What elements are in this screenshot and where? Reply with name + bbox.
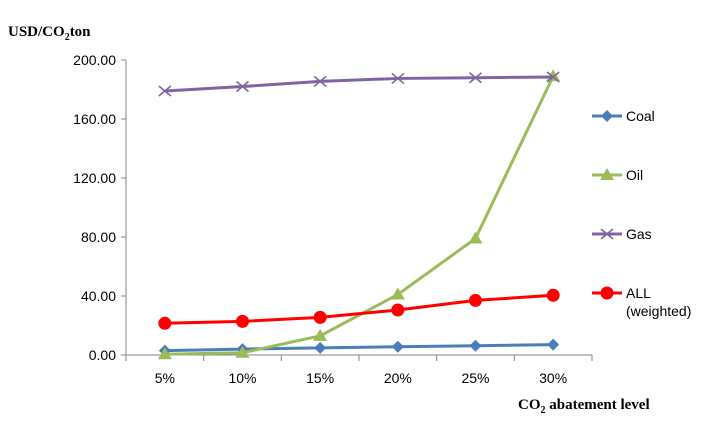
data-point-gas <box>313 75 327 88</box>
marker-stroke <box>313 75 327 88</box>
legend-swatch-marker <box>600 228 614 240</box>
y-tick-label: 80.00 <box>81 229 116 245</box>
data-point-all <box>469 293 482 307</box>
y-tick-label: 120.00 <box>73 170 116 186</box>
legend-swatch-marker <box>600 168 614 180</box>
data-point-gas <box>235 80 250 93</box>
series-oil <box>157 69 561 360</box>
legend-item-coal: Coal <box>592 108 655 124</box>
data-point-all <box>236 314 249 328</box>
series-line-coal <box>164 343 554 353</box>
data-point-oil <box>546 69 561 82</box>
series-line-gas <box>164 75 554 93</box>
series-all <box>158 288 560 330</box>
x-tick-label: 30% <box>539 370 567 386</box>
legend-item-oil: Oil <box>592 167 643 183</box>
data-point-oil <box>313 328 328 341</box>
data-point-gas <box>546 71 560 83</box>
legend: Coal Oil Gas ALL (weighted) <box>592 108 691 319</box>
data-point-gas <box>468 72 483 84</box>
data-point-oil <box>390 287 405 300</box>
y-tick-label: 40.00 <box>81 288 116 304</box>
legend-item-all: ALL (weighted) <box>592 285 691 319</box>
data-point-all <box>158 316 172 330</box>
data-point-coal <box>547 338 560 351</box>
y-tick-label: 0.00 <box>89 347 116 363</box>
x-tick-label: 10% <box>228 370 256 386</box>
y-tick-label: 200.00 <box>73 52 116 68</box>
data-point-all <box>546 288 560 302</box>
legend-swatch-marker <box>601 110 613 122</box>
x-tick-label: 5% <box>155 370 175 386</box>
data-point-all <box>391 303 405 317</box>
data-point-oil <box>157 347 172 360</box>
series-group <box>157 69 561 360</box>
y-axis-ticks: 0.00 40.00 80.00 120.00 160.00 200.00 <box>73 52 126 363</box>
data-point-oil <box>468 231 483 244</box>
data-point-gas <box>158 85 172 97</box>
data-point-coal <box>314 341 327 354</box>
data-point-oil <box>235 345 250 358</box>
marker-stroke <box>391 72 405 85</box>
marker-stroke <box>158 85 172 97</box>
x-tick-label: 20% <box>384 370 412 386</box>
series-line-all <box>164 293 554 325</box>
legend-label: Coal <box>626 108 655 124</box>
data-point-coal <box>391 340 404 353</box>
y-axis-title: USD/CO2ton <box>8 24 91 43</box>
legend-label-line2: (weighted) <box>626 303 691 319</box>
legend-label: ALL <box>626 285 651 301</box>
marker-stroke <box>600 228 614 240</box>
legend-label: Oil <box>626 167 643 183</box>
marker-stroke <box>235 80 250 93</box>
data-point-gas <box>391 72 405 85</box>
legend-item-gas: Gas <box>592 226 652 242</box>
x-tick-label: 15% <box>306 370 334 386</box>
series-gas <box>158 71 560 97</box>
legend-label: Gas <box>626 226 652 242</box>
x-axis-ticks: 5% 10% 15% 20% 25% 30% <box>125 355 593 386</box>
y-tick-label: 160.00 <box>73 111 116 127</box>
x-axis-title: CO2 abatement level <box>518 397 650 416</box>
marker-stroke <box>546 71 560 83</box>
data-point-coal <box>469 339 482 352</box>
legend-swatch-marker <box>600 286 614 300</box>
marker-stroke <box>468 72 483 84</box>
x-tick-label: 25% <box>461 370 489 386</box>
data-point-all <box>313 310 327 324</box>
